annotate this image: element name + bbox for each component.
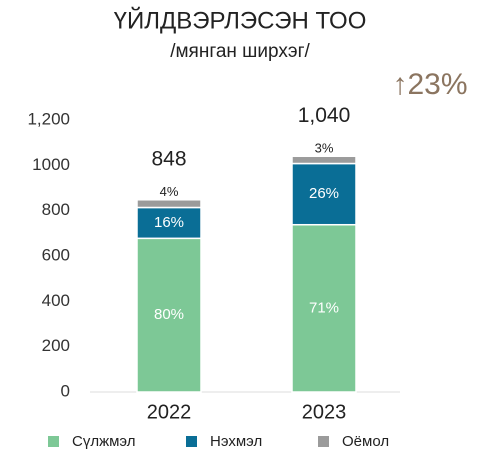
legend-label: Сүлжмэл [72,433,136,450]
y-tick-label: 1000 [32,155,70,174]
share-label: 80% [154,306,184,323]
y-tick-label: 800 [42,200,70,219]
share-label: 16% [154,214,184,231]
bar-segment [136,199,202,209]
chart-subtitle: /мянган ширхэг/ [170,41,310,62]
legend-swatch [318,436,329,447]
x-tick-label: 2022 [147,401,192,423]
legend-label: Нэхмэл [210,433,262,450]
y-tick-label: 0 [61,381,70,400]
y-tick-label: 200 [42,336,70,355]
total-label: 1,040 [298,104,351,127]
bar-segment [291,155,357,165]
share-label: 26% [309,185,339,202]
legend-swatch [48,436,59,447]
annotation: ↑23% [392,68,467,101]
bar-segment [136,237,202,393]
share-label: 3% [315,141,334,156]
y-tick-label: 600 [42,245,70,264]
y-tick-label: 400 [42,291,70,310]
bar-segment [136,206,202,240]
legend-swatch [186,436,197,447]
share-label: 4% [160,184,179,199]
chart-title: ҮЙЛДВЭРЛЭСЭН ТОО [114,6,367,34]
share-label: 71% [309,299,339,316]
legend-label: Оёмол [342,433,389,450]
y-tick-label: 1,200 [27,109,70,128]
bar-segment [291,162,357,226]
x-tick-label: 2023 [302,401,347,423]
total-label: 848 [151,147,186,170]
